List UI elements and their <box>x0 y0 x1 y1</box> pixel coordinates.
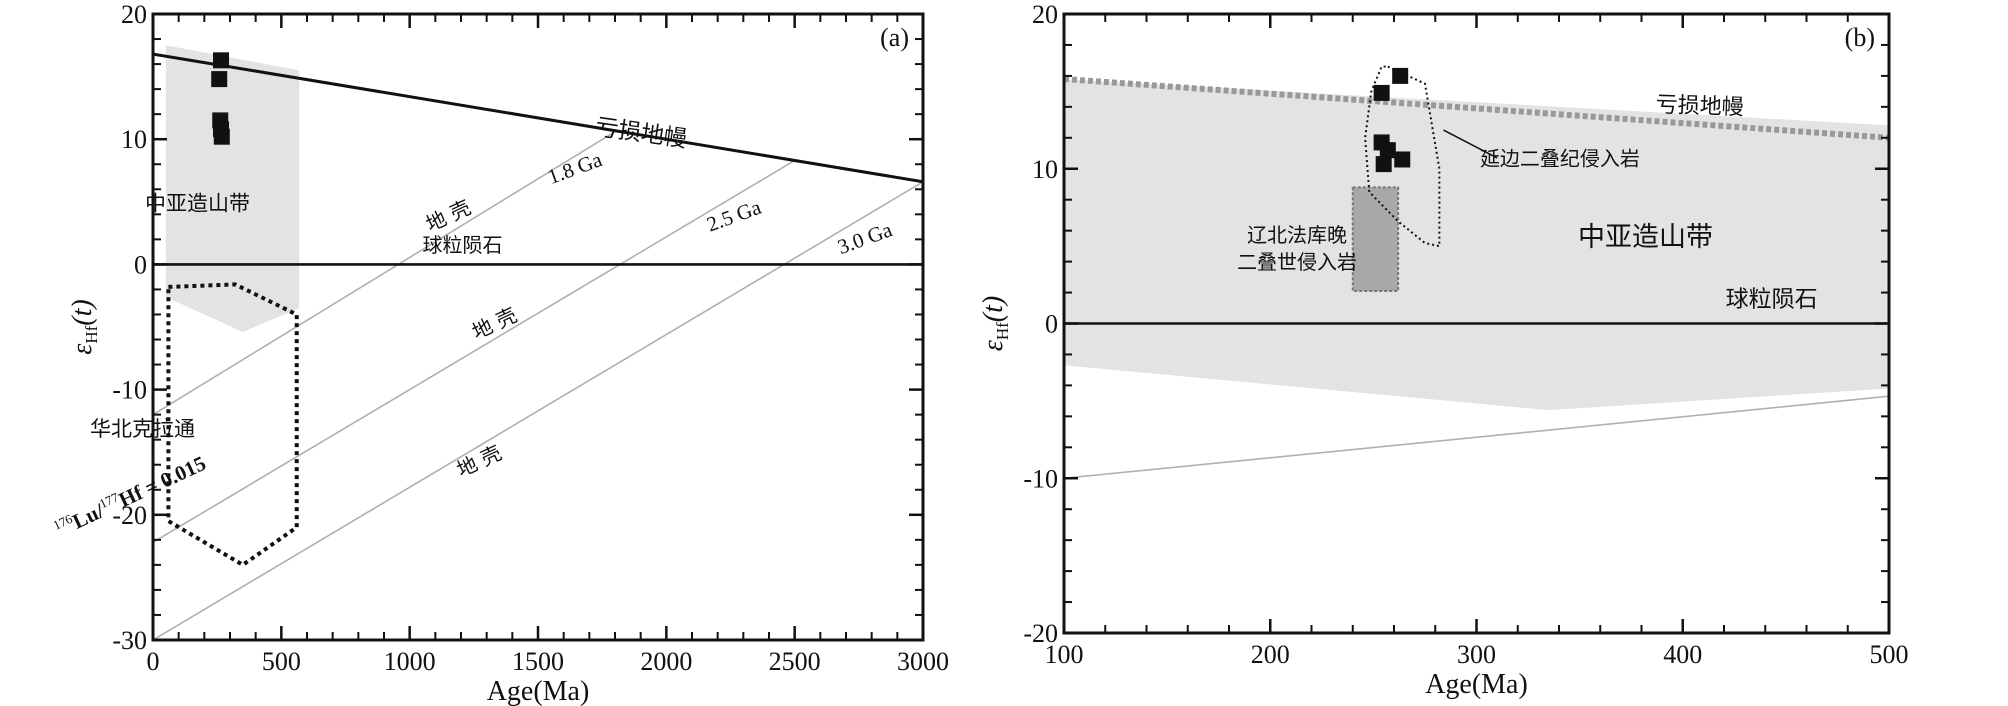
a-y-axis-tail: (t) <box>67 299 98 325</box>
b-data-area <box>1064 65 1889 480</box>
b-data-point-0 <box>1392 67 1409 84</box>
a-crust-age-label-0: 1.8 Ga <box>544 147 605 189</box>
b-y-tick-label-0: -20 <box>1023 619 1058 648</box>
b-y-tick-label-3: 10 <box>1032 155 1058 184</box>
a-y-axis-sub: Hf <box>82 325 101 343</box>
b-y-axis-tail: (t) <box>978 296 1009 322</box>
a-x-tick-label-0: 0 <box>147 647 160 676</box>
b-x-tick-label-3: 400 <box>1663 640 1702 669</box>
a-ncc-region <box>166 282 299 568</box>
a-panel-label: (a) <box>880 23 909 52</box>
b-x-tick-label-2: 300 <box>1457 640 1496 669</box>
a-caob-region <box>165 45 300 333</box>
b-yanbian-label: 延边二叠纪侵入岩 <box>1480 147 1640 171</box>
b-y-tick-label-4: 20 <box>1032 0 1058 29</box>
a-data-point-1 <box>211 71 228 88</box>
a-y-axis-epsilon: ε <box>67 344 98 355</box>
a-depleted-mantle-label: 亏损地幔 <box>594 114 689 153</box>
b-caob-region <box>1064 78 1889 411</box>
a-y-tick-label-5: 20 <box>121 0 147 29</box>
a-y-tick-label-4: 10 <box>121 125 147 154</box>
a-crust-label-1: 地 壳 <box>468 303 520 344</box>
a-x-tick-label-6: 3000 <box>897 647 949 676</box>
b-liaobei-label-line-0: 辽北法库晚 <box>1247 223 1347 247</box>
a-chondrite-label: 球粒陨石 <box>423 233 503 257</box>
b-x-tick-label-0: 100 <box>1045 640 1084 669</box>
panel-b-plot: 100 200 300 400 500-20-1001020Age(Ma)εHf(t)(… <box>978 0 1909 700</box>
b-x-tick-label-1: 200 <box>1251 640 1290 669</box>
b-chondrite-label: 球粒陨石 <box>1726 286 1818 312</box>
a-crust-age-label-2: 3.0 Ga <box>834 217 895 259</box>
b-data-point-3 <box>1379 142 1396 159</box>
b-data-point-1 <box>1373 84 1390 101</box>
b-x-tick-label-4: 500 <box>1870 640 1909 669</box>
b-depleted-mantle-line <box>1064 76 1889 141</box>
a-y-tick-label-3: 0 <box>134 250 147 279</box>
a-y-axis-title: εHf(t) <box>67 299 101 354</box>
b-crust-line <box>1064 395 1889 480</box>
a-y-tick-label-2: -10 <box>112 376 147 405</box>
b-caob-label: 中亚造山带 <box>1578 222 1713 253</box>
b-y-axis-epsilon: ε <box>978 340 1009 351</box>
b-yanbian-leader <box>1443 129 1498 159</box>
b-panel-label: (b) <box>1845 23 1875 52</box>
a-x-tick-label-1: 500 <box>262 647 301 676</box>
b-depleted-mantle-label: 亏损地幔 <box>1655 93 1744 121</box>
b-data-point-5 <box>1394 151 1411 168</box>
b-data-point-4 <box>1375 156 1392 173</box>
b-yanbian-region <box>1364 65 1441 248</box>
a-caob-label: 中亚造山带 <box>145 192 250 216</box>
a-crust-line-0 <box>153 131 616 416</box>
a-data-point-0 <box>213 52 230 69</box>
a-data-area <box>153 45 923 640</box>
panel-a-plot: 0 500 1000 1500 2000 2500 3000 -30 -20 -10 0 10 20 Ag… <box>51 0 949 706</box>
a-x-tick-label-2: 1000 <box>384 647 436 676</box>
b-y-tick-label-1: -10 <box>1023 464 1058 493</box>
b-y-axis-sub: Hf <box>993 322 1012 340</box>
a-y-tick-label-1: -20 <box>112 501 147 530</box>
b-y-axis-title: εHf(t) <box>978 296 1012 351</box>
b-liaobei-box <box>1351 186 1400 293</box>
a-lu-hf-hf: Hf = 0.015 <box>115 451 209 512</box>
a-ncc-label: 华北克拉通 <box>90 417 195 441</box>
a-crust-line-1 <box>153 159 796 544</box>
a-x-tick-label-4: 2000 <box>640 647 692 676</box>
a-crust-line-2 <box>153 181 923 640</box>
b-x-axis-title: Age(Ma) <box>1425 669 1528 700</box>
a-y-tick-label-0: -30 <box>112 626 147 655</box>
a-crust-label-0: 地 壳 <box>422 195 474 236</box>
b-liaobei-label-line-1: 二叠世侵入岩 <box>1237 250 1357 274</box>
b-y-tick-label-2: 0 <box>1045 310 1058 339</box>
a-x-tick-label-5: 2500 <box>769 647 821 676</box>
a-depleted-mantle-line <box>153 52 923 184</box>
a-x-axis-title: Age(Ma) <box>487 676 590 706</box>
a-crust-age-label-1: 2.5 Ga <box>703 195 764 237</box>
a-x-tick-label-3: 1500 <box>512 647 564 676</box>
a-data-point-4 <box>213 128 230 145</box>
